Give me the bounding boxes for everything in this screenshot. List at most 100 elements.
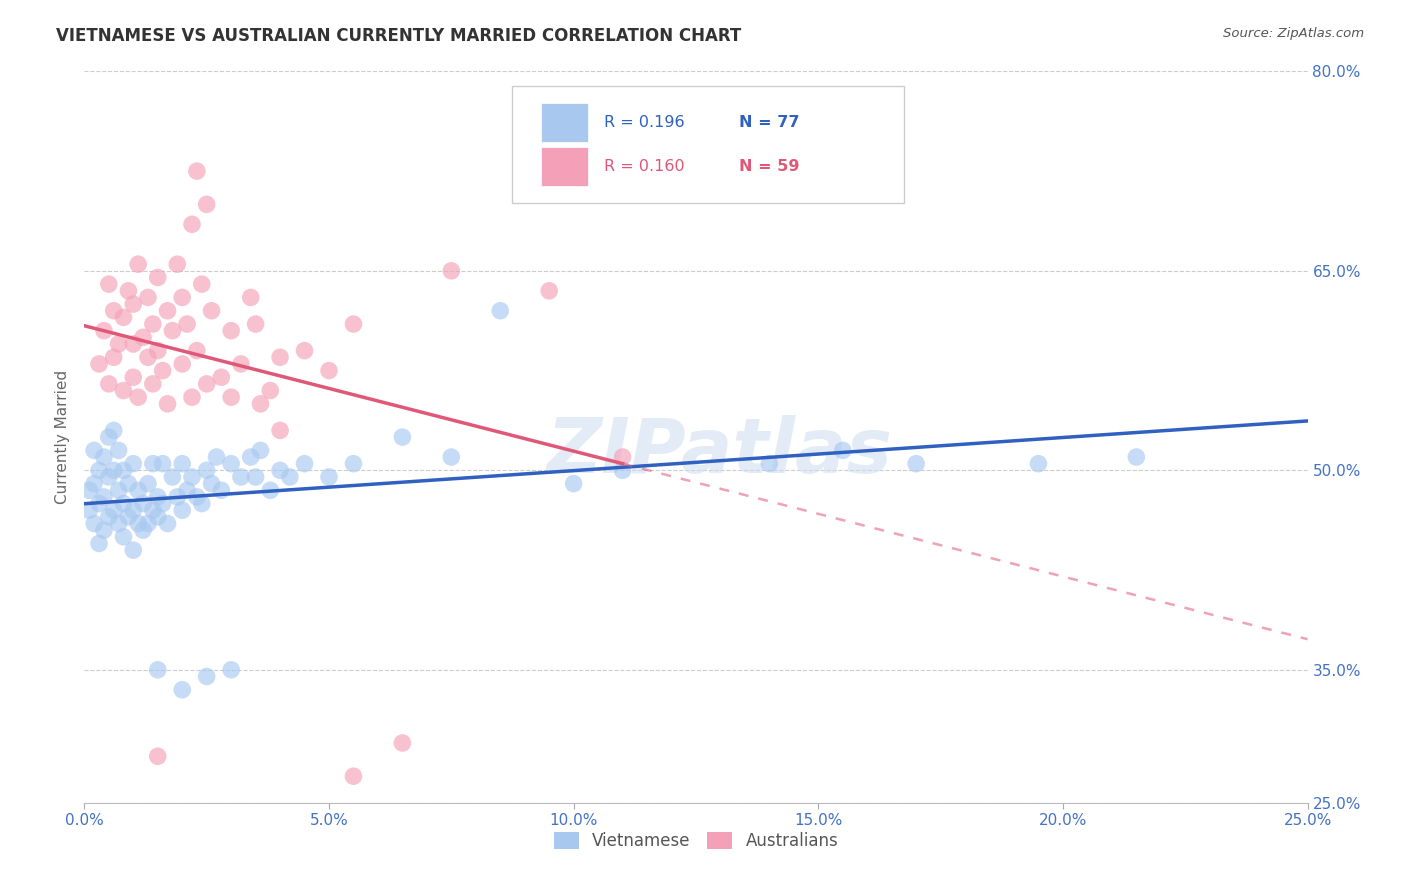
Point bbox=[93, 450, 115, 464]
Point bbox=[219, 324, 242, 338]
Point bbox=[219, 390, 242, 404]
Point bbox=[87, 357, 110, 371]
Point bbox=[278, 470, 301, 484]
Point bbox=[391, 736, 413, 750]
Point bbox=[146, 509, 169, 524]
Y-axis label: Currently Married: Currently Married bbox=[55, 370, 70, 504]
Point bbox=[195, 376, 218, 391]
Point bbox=[1028, 457, 1050, 471]
Point bbox=[122, 297, 145, 311]
Point bbox=[127, 390, 149, 404]
FancyBboxPatch shape bbox=[541, 146, 588, 186]
Point bbox=[87, 463, 110, 477]
Point bbox=[152, 363, 174, 377]
Point bbox=[127, 516, 149, 531]
Point bbox=[200, 476, 222, 491]
Point bbox=[142, 317, 165, 331]
Point bbox=[83, 516, 105, 531]
Point bbox=[122, 503, 145, 517]
Point bbox=[831, 443, 853, 458]
Point bbox=[181, 470, 204, 484]
Point bbox=[172, 457, 194, 471]
Point bbox=[97, 509, 120, 524]
Point bbox=[245, 470, 267, 484]
Point bbox=[200, 303, 222, 318]
Point bbox=[97, 277, 120, 292]
Point bbox=[440, 264, 463, 278]
Point bbox=[1125, 450, 1147, 464]
Text: R = 0.160: R = 0.160 bbox=[605, 159, 685, 174]
Point bbox=[93, 490, 115, 504]
Point bbox=[136, 290, 159, 304]
Point bbox=[146, 663, 169, 677]
Point bbox=[245, 317, 267, 331]
Point bbox=[103, 351, 125, 365]
Text: N = 77: N = 77 bbox=[738, 115, 799, 130]
Text: VIETNAMESE VS AUSTRALIAN CURRENTLY MARRIED CORRELATION CHART: VIETNAMESE VS AUSTRALIAN CURRENTLY MARRI… bbox=[56, 27, 741, 45]
Point bbox=[83, 443, 105, 458]
Point bbox=[269, 463, 291, 477]
Point bbox=[156, 516, 179, 531]
Point bbox=[166, 257, 188, 271]
Point bbox=[93, 523, 115, 537]
Point bbox=[195, 463, 218, 477]
FancyBboxPatch shape bbox=[541, 103, 588, 143]
Point bbox=[166, 490, 188, 504]
Point bbox=[249, 397, 271, 411]
Point bbox=[612, 450, 634, 464]
Point bbox=[107, 443, 129, 458]
Point bbox=[122, 370, 145, 384]
Point bbox=[117, 476, 139, 491]
Point bbox=[205, 450, 228, 464]
Point bbox=[103, 503, 125, 517]
Point bbox=[152, 457, 174, 471]
Text: ZIPatlas: ZIPatlas bbox=[547, 415, 893, 489]
Text: N = 59: N = 59 bbox=[738, 159, 799, 174]
Point bbox=[186, 343, 208, 358]
Point bbox=[538, 284, 561, 298]
Point bbox=[391, 430, 413, 444]
Point bbox=[181, 217, 204, 231]
Point bbox=[156, 303, 179, 318]
Point bbox=[172, 357, 194, 371]
Point bbox=[905, 457, 928, 471]
Point bbox=[142, 376, 165, 391]
Point bbox=[136, 351, 159, 365]
Point bbox=[249, 443, 271, 458]
Point bbox=[142, 457, 165, 471]
Point bbox=[103, 463, 125, 477]
Point bbox=[269, 424, 291, 438]
Point bbox=[136, 476, 159, 491]
Point bbox=[127, 483, 149, 498]
Point bbox=[342, 317, 364, 331]
Point bbox=[172, 290, 194, 304]
Point bbox=[107, 337, 129, 351]
Point bbox=[132, 497, 155, 511]
Point bbox=[122, 543, 145, 558]
Point bbox=[176, 483, 198, 498]
Point bbox=[107, 483, 129, 498]
Point bbox=[562, 476, 585, 491]
Point bbox=[294, 343, 316, 358]
Point bbox=[219, 457, 242, 471]
Point bbox=[294, 457, 316, 471]
Point bbox=[152, 497, 174, 511]
Point bbox=[172, 503, 194, 517]
Point bbox=[87, 497, 110, 511]
Point bbox=[342, 769, 364, 783]
Legend: Vietnamese, Australians: Vietnamese, Australians bbox=[547, 825, 845, 856]
Point bbox=[142, 503, 165, 517]
Point bbox=[758, 457, 780, 471]
Point bbox=[132, 330, 155, 344]
Point bbox=[318, 363, 340, 377]
Point bbox=[103, 424, 125, 438]
Point bbox=[209, 483, 232, 498]
Point bbox=[146, 343, 169, 358]
Point bbox=[342, 457, 364, 471]
Point bbox=[219, 663, 242, 677]
Point bbox=[112, 530, 135, 544]
Point bbox=[97, 430, 120, 444]
Point bbox=[186, 490, 208, 504]
Point bbox=[269, 351, 291, 365]
Point bbox=[93, 324, 115, 338]
